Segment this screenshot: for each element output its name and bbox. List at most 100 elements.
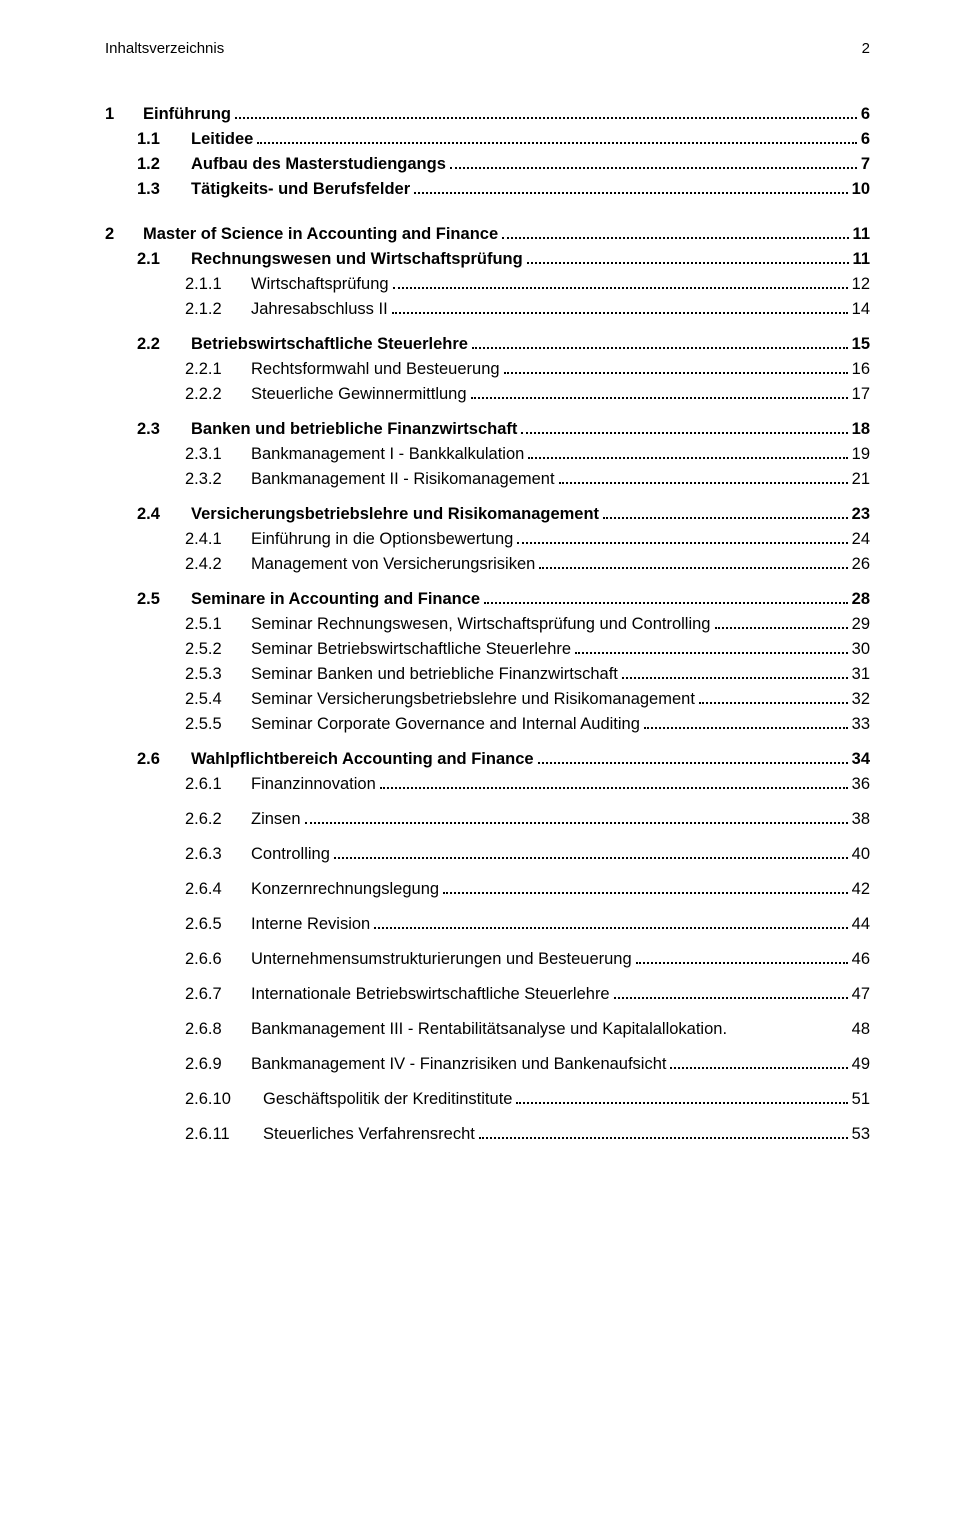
toc-number: 2.6.5 [185, 915, 245, 934]
toc-page: 46 [852, 950, 870, 969]
toc-leader-dots [715, 627, 848, 629]
toc-leader-dots [517, 542, 847, 544]
toc-page: 44 [852, 915, 870, 934]
toc-title: Steuerliches Verfahrensrecht [263, 1125, 475, 1144]
toc-leader-dots [539, 567, 847, 569]
toc-row: 2.6.10 Geschäftspolitik der Kreditinstitu… [105, 1090, 870, 1109]
toc-row: 2.5.1Seminar Rechnungswesen, Wirtschafts… [105, 615, 870, 634]
toc-page: 49 [852, 1055, 870, 1074]
toc-row: 2.3.2Bankmanagement II - Risikomanagemen… [105, 470, 870, 489]
toc-title: Tätigkeits- und Berufsfelder [191, 180, 410, 199]
toc-title: Bankmanagement I - Bankkalkulation [251, 445, 524, 464]
toc-page: 47 [852, 985, 870, 1004]
toc-row: 2.1Rechnungswesen und Wirtschaftsprüfung… [105, 250, 870, 269]
toc-leader-dots [502, 237, 848, 239]
toc-row: 2.6.9 Bankmanagement IV - Finanzrisiken u… [105, 1055, 870, 1074]
toc-title: Seminar Rechnungswesen, Wirtschaftsprüfu… [251, 615, 711, 634]
toc-row: 2.3Banken und betriebliche Finanzwirtsch… [105, 420, 870, 439]
toc-row: 2.2Betriebswirtschaftliche Steuerlehre15 [105, 335, 870, 354]
toc-page: 40 [852, 845, 870, 864]
toc-title: Steuerliche Gewinnermittlung [251, 385, 467, 404]
toc-leader-dots [235, 117, 857, 119]
toc-number: 2.1.1 [185, 275, 245, 294]
toc-number: 1.3 [137, 180, 185, 199]
toc-page: 26 [852, 555, 870, 574]
page-header: Inhaltsverzeichnis 2 [105, 40, 870, 57]
toc-title: Einführung in die Optionsbewertung [251, 530, 513, 549]
toc-page: 18 [852, 420, 870, 439]
toc-row: 2.6.3Controlling40 [105, 845, 870, 864]
toc-number: 2.3.1 [185, 445, 245, 464]
toc-row: 2.5.4Seminar Versicherungsbetriebslehre … [105, 690, 870, 709]
toc-leader-dots [670, 1067, 847, 1069]
toc-page: 6 [861, 105, 870, 124]
toc-leader-dots [484, 602, 848, 604]
toc-page: 7 [861, 155, 870, 174]
toc-number: 2.6.10 [185, 1090, 257, 1109]
toc-row: 2.6.7Internationale Betriebswirtschaftli… [105, 985, 870, 1004]
toc-number: 2.6.6 [185, 950, 245, 969]
toc-page: 17 [852, 385, 870, 404]
toc-leader-dots [644, 727, 848, 729]
toc-page: 24 [852, 530, 870, 549]
toc-row: 2.5.2Seminar Betriebswirtschaftliche Ste… [105, 640, 870, 659]
toc-title: Seminar Betriebswirtschaftliche Steuerle… [251, 640, 571, 659]
toc-title: Master of Science in Accounting and Fina… [143, 225, 498, 244]
toc-row: 2.5.3Seminar Banken und betriebliche Fin… [105, 665, 870, 684]
toc-row: 1 Einführung 6 [105, 105, 870, 124]
toc-page: 19 [852, 445, 870, 464]
toc-title: Interne Revision [251, 915, 370, 934]
toc-row: 2.6.4Konzernrechnungslegung42 [105, 880, 870, 899]
toc-page: 15 [852, 335, 870, 354]
toc-number: 2.4.1 [185, 530, 245, 549]
toc-leader-dots [479, 1137, 848, 1139]
toc-title: Zinsen [251, 810, 301, 829]
toc-number: 2.6.9 [185, 1055, 245, 1074]
toc-title: Betriebswirtschaftliche Steuerlehre [191, 335, 468, 354]
toc-page: 11 [853, 250, 870, 269]
toc-title: Seminar Banken und betriebliche Finanzwi… [251, 665, 618, 684]
toc-row: 2.6.2Zinsen38 [105, 810, 870, 829]
toc-title: Rechtsformwahl und Besteuerung [251, 360, 500, 379]
toc-leader-dots [614, 997, 848, 999]
toc-title: Rechnungswesen und Wirtschaftsprüfung [191, 250, 523, 269]
toc-page: 30 [852, 640, 870, 659]
toc-row: 2.1.2Jahresabschluss II14 [105, 300, 870, 319]
toc-row: 2.6.5 Interne Revision 44 [105, 915, 870, 934]
toc-page: 53 [852, 1125, 870, 1144]
toc-number: 2.1.2 [185, 300, 245, 319]
toc-title: Geschäftspolitik der Kreditinstitute [263, 1090, 512, 1109]
toc-page: 33 [852, 715, 870, 734]
toc-title: Bankmanagement IV - Finanzrisiken und Ba… [251, 1055, 666, 1074]
toc-page: 38 [852, 810, 870, 829]
toc-page: 29 [852, 615, 870, 634]
toc-title: Versicherungsbetriebslehre und Risikoman… [191, 505, 599, 524]
toc-row: 1.1Leitidee6 [105, 130, 870, 149]
toc-number: 2.2.2 [185, 385, 245, 404]
toc-row: 2.6.8Bankmanagement III - Rentabilitätsa… [105, 1020, 870, 1039]
toc-row: 2.4.2Management von Versicherungsrisiken… [105, 555, 870, 574]
toc-title: Aufbau des Masterstudiengangs [191, 155, 446, 174]
toc-number: 1 [105, 105, 137, 124]
toc-page: 12 [852, 275, 870, 294]
toc-number: 2.5.4 [185, 690, 245, 709]
toc-row: 2.6.11Steuerliches Verfahrensrecht53 [105, 1125, 870, 1144]
toc-title: Internationale Betriebswirtschaftliche S… [251, 985, 610, 1004]
toc-row: 2.2.1Rechtsformwahl und Besteuerung16 [105, 360, 870, 379]
toc-leader-dots [443, 892, 848, 894]
toc-leader-dots [450, 167, 857, 169]
toc-page: 23 [852, 505, 870, 524]
toc-leader-dots [516, 1102, 847, 1104]
toc-number: 2.4 [137, 505, 185, 524]
toc-page: 31 [852, 665, 870, 684]
toc-leader-dots [472, 347, 848, 349]
toc-row: 2.4.1 Einführung in die Optionsbewertung 2… [105, 530, 870, 549]
toc-title: Einführung [143, 105, 231, 124]
toc-page: 34 [852, 750, 870, 769]
toc-row: 2.5Seminare in Accounting and Finance28 [105, 590, 870, 609]
toc-leader-dots [527, 262, 849, 264]
toc-leader-dots [528, 457, 847, 459]
toc-page: 48 [852, 1020, 870, 1039]
toc-title: Unternehmensumstrukturierungen und Beste… [251, 950, 632, 969]
toc-number: 2.3 [137, 420, 185, 439]
